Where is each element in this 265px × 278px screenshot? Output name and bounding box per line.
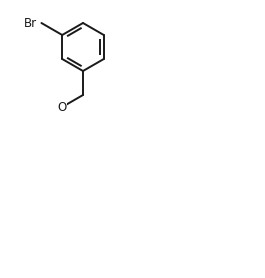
Text: O: O	[58, 101, 67, 113]
Text: Br: Br	[24, 16, 37, 29]
